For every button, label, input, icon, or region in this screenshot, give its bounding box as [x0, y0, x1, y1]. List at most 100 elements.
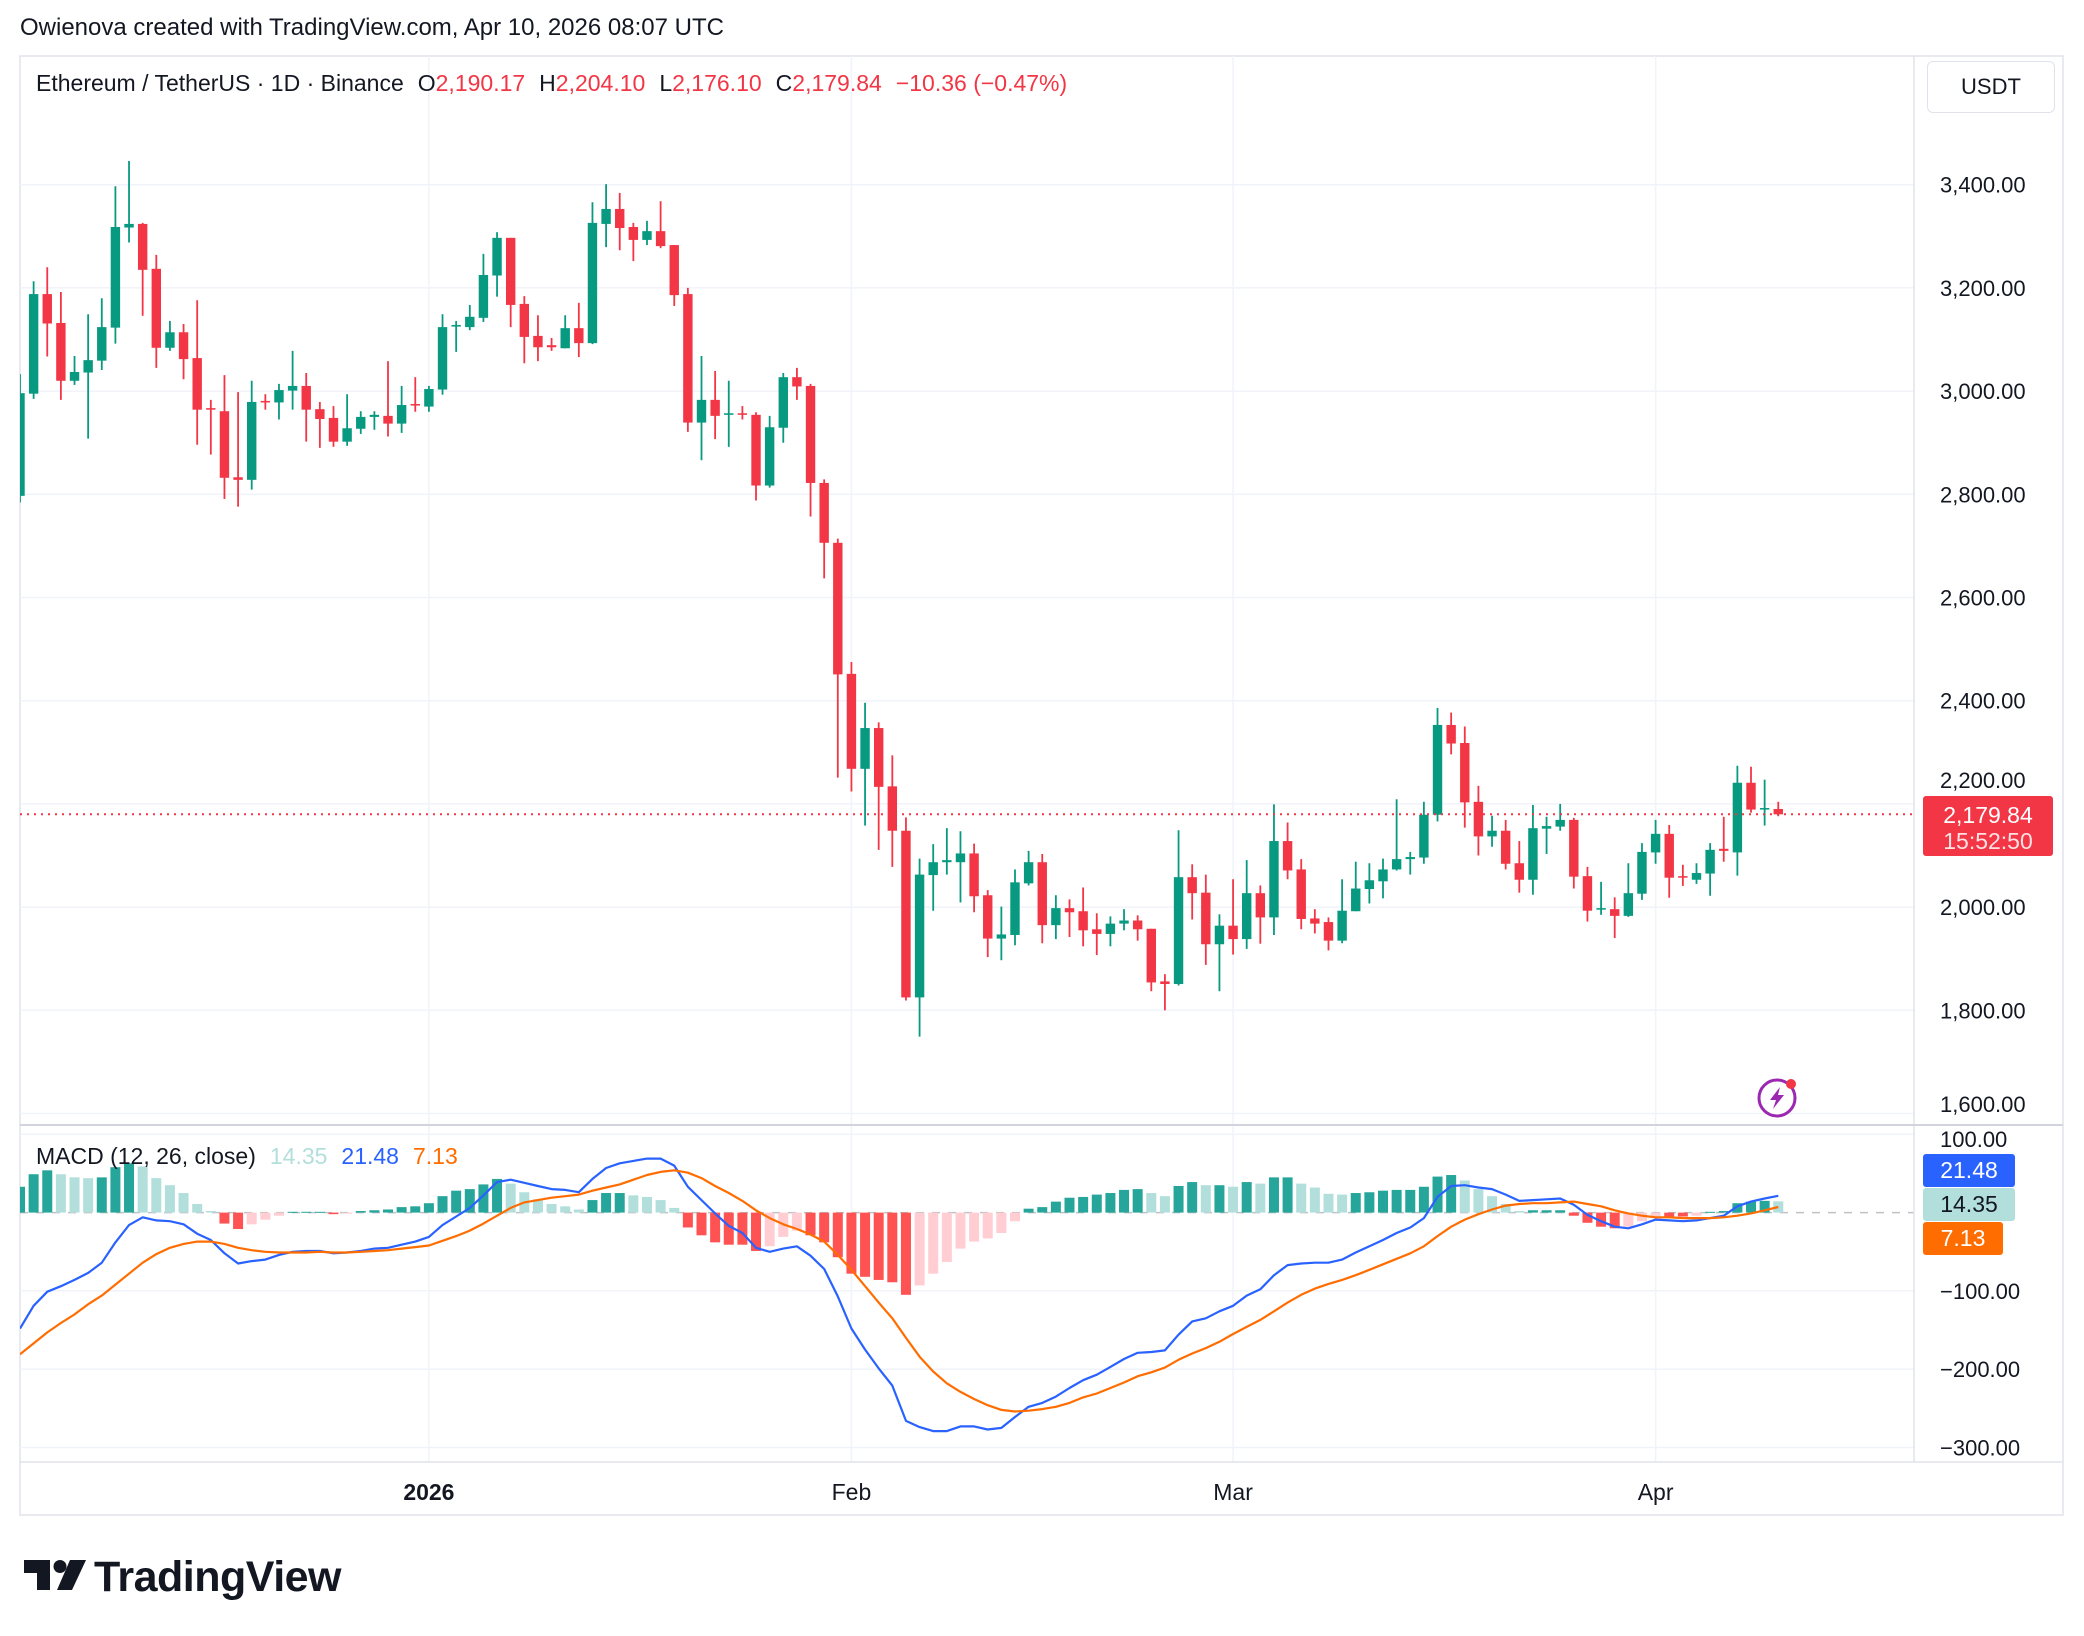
- candle[interactable]: [1242, 860, 1252, 949]
- candle[interactable]: [860, 702, 870, 826]
- candle[interactable]: [1719, 816, 1729, 862]
- candle[interactable]: [1623, 863, 1634, 917]
- candle[interactable]: [1269, 804, 1279, 935]
- candle[interactable]: [178, 324, 189, 380]
- candle[interactable]: [724, 380, 734, 447]
- candle[interactable]: [928, 844, 938, 911]
- candle[interactable]: [124, 160, 134, 243]
- candle[interactable]: [1092, 913, 1102, 956]
- candle[interactable]: [396, 385, 407, 433]
- candle[interactable]: [805, 383, 816, 517]
- candle[interactable]: [969, 843, 979, 913]
- candle[interactable]: [492, 232, 502, 297]
- candle[interactable]: [955, 831, 966, 903]
- candle[interactable]: [383, 361, 393, 437]
- candle[interactable]: [110, 186, 121, 344]
- candle[interactable]: [56, 292, 66, 400]
- candle[interactable]: [710, 370, 720, 440]
- candle[interactable]: [301, 373, 311, 442]
- candle[interactable]: [1391, 799, 1402, 871]
- candle[interactable]: [1214, 914, 1225, 992]
- candle[interactable]: [315, 401, 325, 448]
- candle[interactable]: [1337, 879, 1347, 944]
- candle[interactable]: [901, 817, 911, 1001]
- candle[interactable]: [1732, 765, 1743, 876]
- candle[interactable]: [546, 337, 557, 351]
- candle[interactable]: [1460, 726, 1470, 828]
- candle[interactable]: [1514, 841, 1524, 893]
- candle[interactable]: [560, 315, 570, 349]
- candle[interactable]: [1010, 869, 1020, 946]
- candle[interactable]: [1187, 864, 1197, 920]
- candle[interactable]: [1351, 861, 1361, 912]
- candle[interactable]: [1569, 817, 1579, 889]
- symbol-name[interactable]: Ethereum / TetherUS · 1D · Binance: [36, 70, 404, 96]
- candle[interactable]: [1500, 819, 1511, 870]
- candle[interactable]: [1023, 850, 1034, 886]
- candle[interactable]: [287, 350, 298, 410]
- candle[interactable]: [1637, 843, 1647, 900]
- candle[interactable]: [1037, 853, 1047, 944]
- candle[interactable]: [996, 906, 1007, 961]
- candle[interactable]: [1746, 766, 1756, 813]
- candle[interactable]: [1296, 859, 1306, 930]
- candle[interactable]: [642, 220, 652, 246]
- candle[interactable]: [219, 375, 230, 499]
- candle[interactable]: [342, 394, 352, 446]
- candle[interactable]: [1323, 917, 1334, 951]
- candle[interactable]: [1596, 881, 1606, 915]
- candle[interactable]: [1528, 804, 1538, 895]
- candle[interactable]: [274, 383, 284, 420]
- candle[interactable]: [628, 222, 639, 262]
- candle[interactable]: [1146, 928, 1156, 992]
- candle[interactable]: [465, 304, 475, 331]
- candle[interactable]: [615, 192, 625, 251]
- candle[interactable]: [1555, 803, 1565, 831]
- candle[interactable]: [574, 302, 584, 358]
- candle[interactable]: [151, 254, 161, 368]
- candle[interactable]: [410, 377, 420, 412]
- candle[interactable]: [1255, 885, 1266, 944]
- candle[interactable]: [369, 411, 380, 430]
- candle[interactable]: [1473, 785, 1484, 856]
- candle[interactable]: [28, 281, 39, 399]
- candle[interactable]: [1078, 887, 1088, 947]
- candle[interactable]: [451, 320, 461, 352]
- candle[interactable]: [764, 415, 775, 488]
- candle[interactable]: [1119, 909, 1129, 931]
- macd-pane[interactable]: [15, 1157, 1914, 1433]
- candle[interactable]: [696, 356, 707, 461]
- candle[interactable]: [192, 300, 202, 445]
- candle[interactable]: [233, 392, 243, 507]
- candle[interactable]: [1432, 707, 1443, 822]
- candle[interactable]: [1228, 879, 1238, 955]
- candle[interactable]: [424, 385, 434, 412]
- candle[interactable]: [1132, 915, 1143, 941]
- candle[interactable]: [83, 314, 93, 439]
- candle[interactable]: [165, 320, 175, 351]
- currency-button[interactable]: USDT: [1927, 61, 2055, 113]
- candle[interactable]: [887, 755, 898, 867]
- candle[interactable]: [356, 411, 366, 434]
- candle[interactable]: [1419, 801, 1429, 864]
- candle[interactable]: [69, 356, 80, 385]
- candle[interactable]: [1691, 863, 1702, 884]
- candle[interactable]: [1405, 851, 1415, 875]
- price-pane[interactable]: [15, 160, 1914, 1037]
- candle[interactable]: [737, 406, 748, 420]
- candle[interactable]: [1541, 816, 1552, 854]
- candle[interactable]: [669, 245, 679, 306]
- candle[interactable]: [942, 828, 952, 875]
- macd-title[interactable]: MACD (12, 26, close): [36, 1143, 256, 1169]
- candle[interactable]: [505, 237, 516, 328]
- candle[interactable]: [1678, 864, 1688, 886]
- candle[interactable]: [983, 890, 993, 958]
- candle[interactable]: [97, 298, 107, 370]
- candle[interactable]: [42, 267, 52, 357]
- candle[interactable]: [778, 373, 788, 443]
- candle[interactable]: [792, 367, 802, 400]
- candle[interactable]: [1582, 866, 1593, 922]
- candle[interactable]: [137, 222, 148, 316]
- candle[interactable]: [873, 722, 884, 850]
